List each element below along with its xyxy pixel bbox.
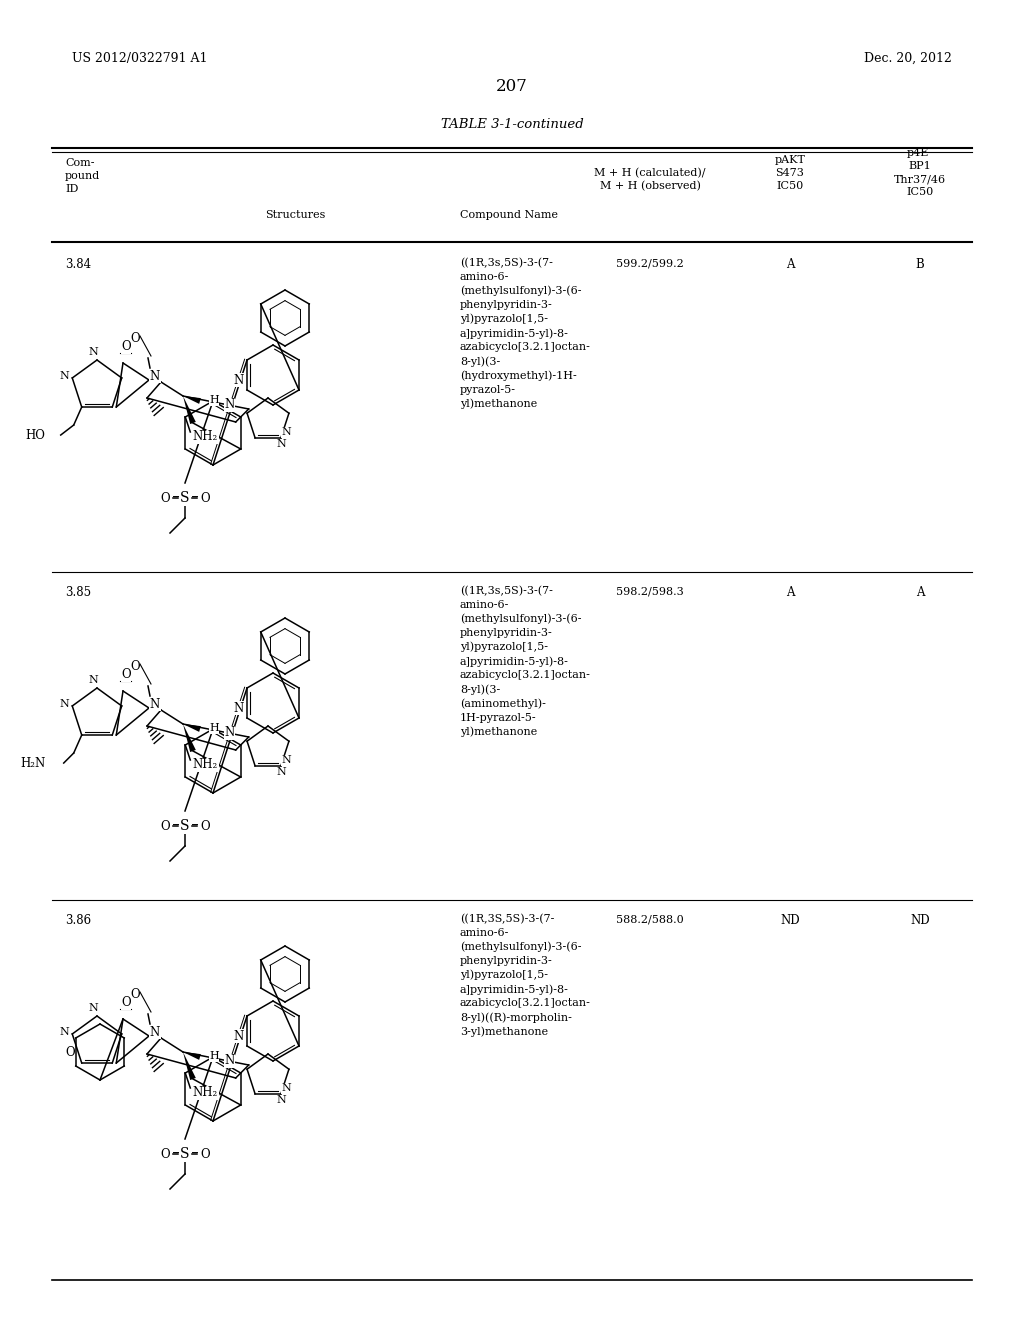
Polygon shape [183,723,201,731]
Text: S473: S473 [775,168,805,178]
Text: B: B [915,257,925,271]
Text: ((1R,3s,5S)-3-(7-
amino-6-
(methylsulfonyl)-3-(6-
phenylpyridin-3-
yl)pyrazolo[1: ((1R,3s,5S)-3-(7- amino-6- (methylsulfon… [460,257,591,409]
Text: N: N [276,1096,286,1105]
Polygon shape [183,723,196,752]
Text: ND: ND [780,913,800,927]
Text: pAKT: pAKT [774,154,806,165]
Text: O: O [200,820,210,833]
Text: p4E-: p4E- [907,148,933,158]
Text: HO: HO [26,429,46,441]
Text: Structures: Structures [265,210,326,220]
Text: N: N [233,374,244,387]
Text: N: N [88,1003,98,1012]
Text: 3.86: 3.86 [65,913,91,927]
Text: N: N [276,767,286,777]
Text: M + H (observed): M + H (observed) [600,181,700,191]
Text: O: O [160,820,170,833]
Text: N: N [88,675,98,685]
Text: N: N [150,1026,160,1039]
Text: NH₂: NH₂ [193,759,218,771]
Text: N: N [59,1027,70,1038]
Text: N: N [282,755,292,766]
Text: TABLE 3-1-continued: TABLE 3-1-continued [440,117,584,131]
Text: H: H [209,1051,219,1061]
Text: A: A [915,586,925,599]
Text: ND: ND [910,913,930,927]
Text: US 2012/0322791 A1: US 2012/0322791 A1 [72,51,208,65]
Text: S: S [180,818,189,833]
Text: O: O [66,1045,75,1059]
Text: pound: pound [65,172,100,181]
Text: N: N [150,370,160,383]
Text: M + H (calculated)/: M + H (calculated)/ [594,168,706,178]
Text: A: A [785,257,795,271]
Text: IC50: IC50 [906,187,934,197]
Text: N: N [233,1030,244,1043]
Text: 598.2/598.3: 598.2/598.3 [616,586,684,597]
Text: 3.85: 3.85 [65,586,91,599]
Text: N: N [88,347,98,356]
Text: 599.2/599.2: 599.2/599.2 [616,257,684,268]
Text: 207: 207 [496,78,528,95]
Text: O: O [160,491,170,504]
Text: O: O [200,491,210,504]
Text: Dec. 20, 2012: Dec. 20, 2012 [864,51,952,65]
Text: O: O [130,987,140,1001]
Text: O: O [121,668,131,681]
Text: N: N [150,697,160,710]
Text: ((1R,3S,5S)-3-(7-
amino-6-
(methylsulfonyl)-3-(6-
phenylpyridin-3-
yl)pyrazolo[1: ((1R,3S,5S)-3-(7- amino-6- (methylsulfon… [460,913,591,1038]
Text: BP1: BP1 [908,161,932,172]
Text: ((1R,3s,5S)-3-(7-
amino-6-
(methylsulfonyl)-3-(6-
phenylpyridin-3-
yl)pyrazolo[1: ((1R,3s,5S)-3-(7- amino-6- (methylsulfon… [460,586,591,738]
Text: 588.2/588.0: 588.2/588.0 [616,913,684,924]
Text: N: N [59,371,70,381]
Text: S: S [180,491,189,506]
Text: O: O [200,1147,210,1160]
Text: S: S [180,1147,189,1162]
Text: N: N [233,701,244,714]
Text: N: N [282,1084,292,1093]
Polygon shape [183,396,201,404]
Text: N: N [276,440,286,449]
Text: H₂N: H₂N [20,756,46,770]
Polygon shape [183,396,196,424]
Polygon shape [183,1052,201,1060]
Text: O: O [121,997,131,1010]
Text: O: O [160,1147,170,1160]
Text: N: N [59,700,70,709]
Text: N: N [224,399,234,412]
Text: IC50: IC50 [776,181,804,191]
Text: N: N [282,428,292,437]
Text: NH₂: NH₂ [193,1086,218,1100]
Text: H: H [209,723,219,733]
Text: O: O [121,341,131,354]
Polygon shape [183,1052,196,1080]
Text: Com-: Com- [65,158,94,168]
Text: 3.84: 3.84 [65,257,91,271]
Text: N: N [224,726,234,739]
Text: H: H [209,395,219,405]
Text: O: O [130,660,140,672]
Text: Compound Name: Compound Name [460,210,558,220]
Text: O: O [130,331,140,345]
Text: N: N [224,1055,234,1068]
Text: Thr37/46: Thr37/46 [894,174,946,183]
Text: ID: ID [65,183,79,194]
Text: A: A [785,586,795,599]
Text: NH₂: NH₂ [193,430,218,444]
